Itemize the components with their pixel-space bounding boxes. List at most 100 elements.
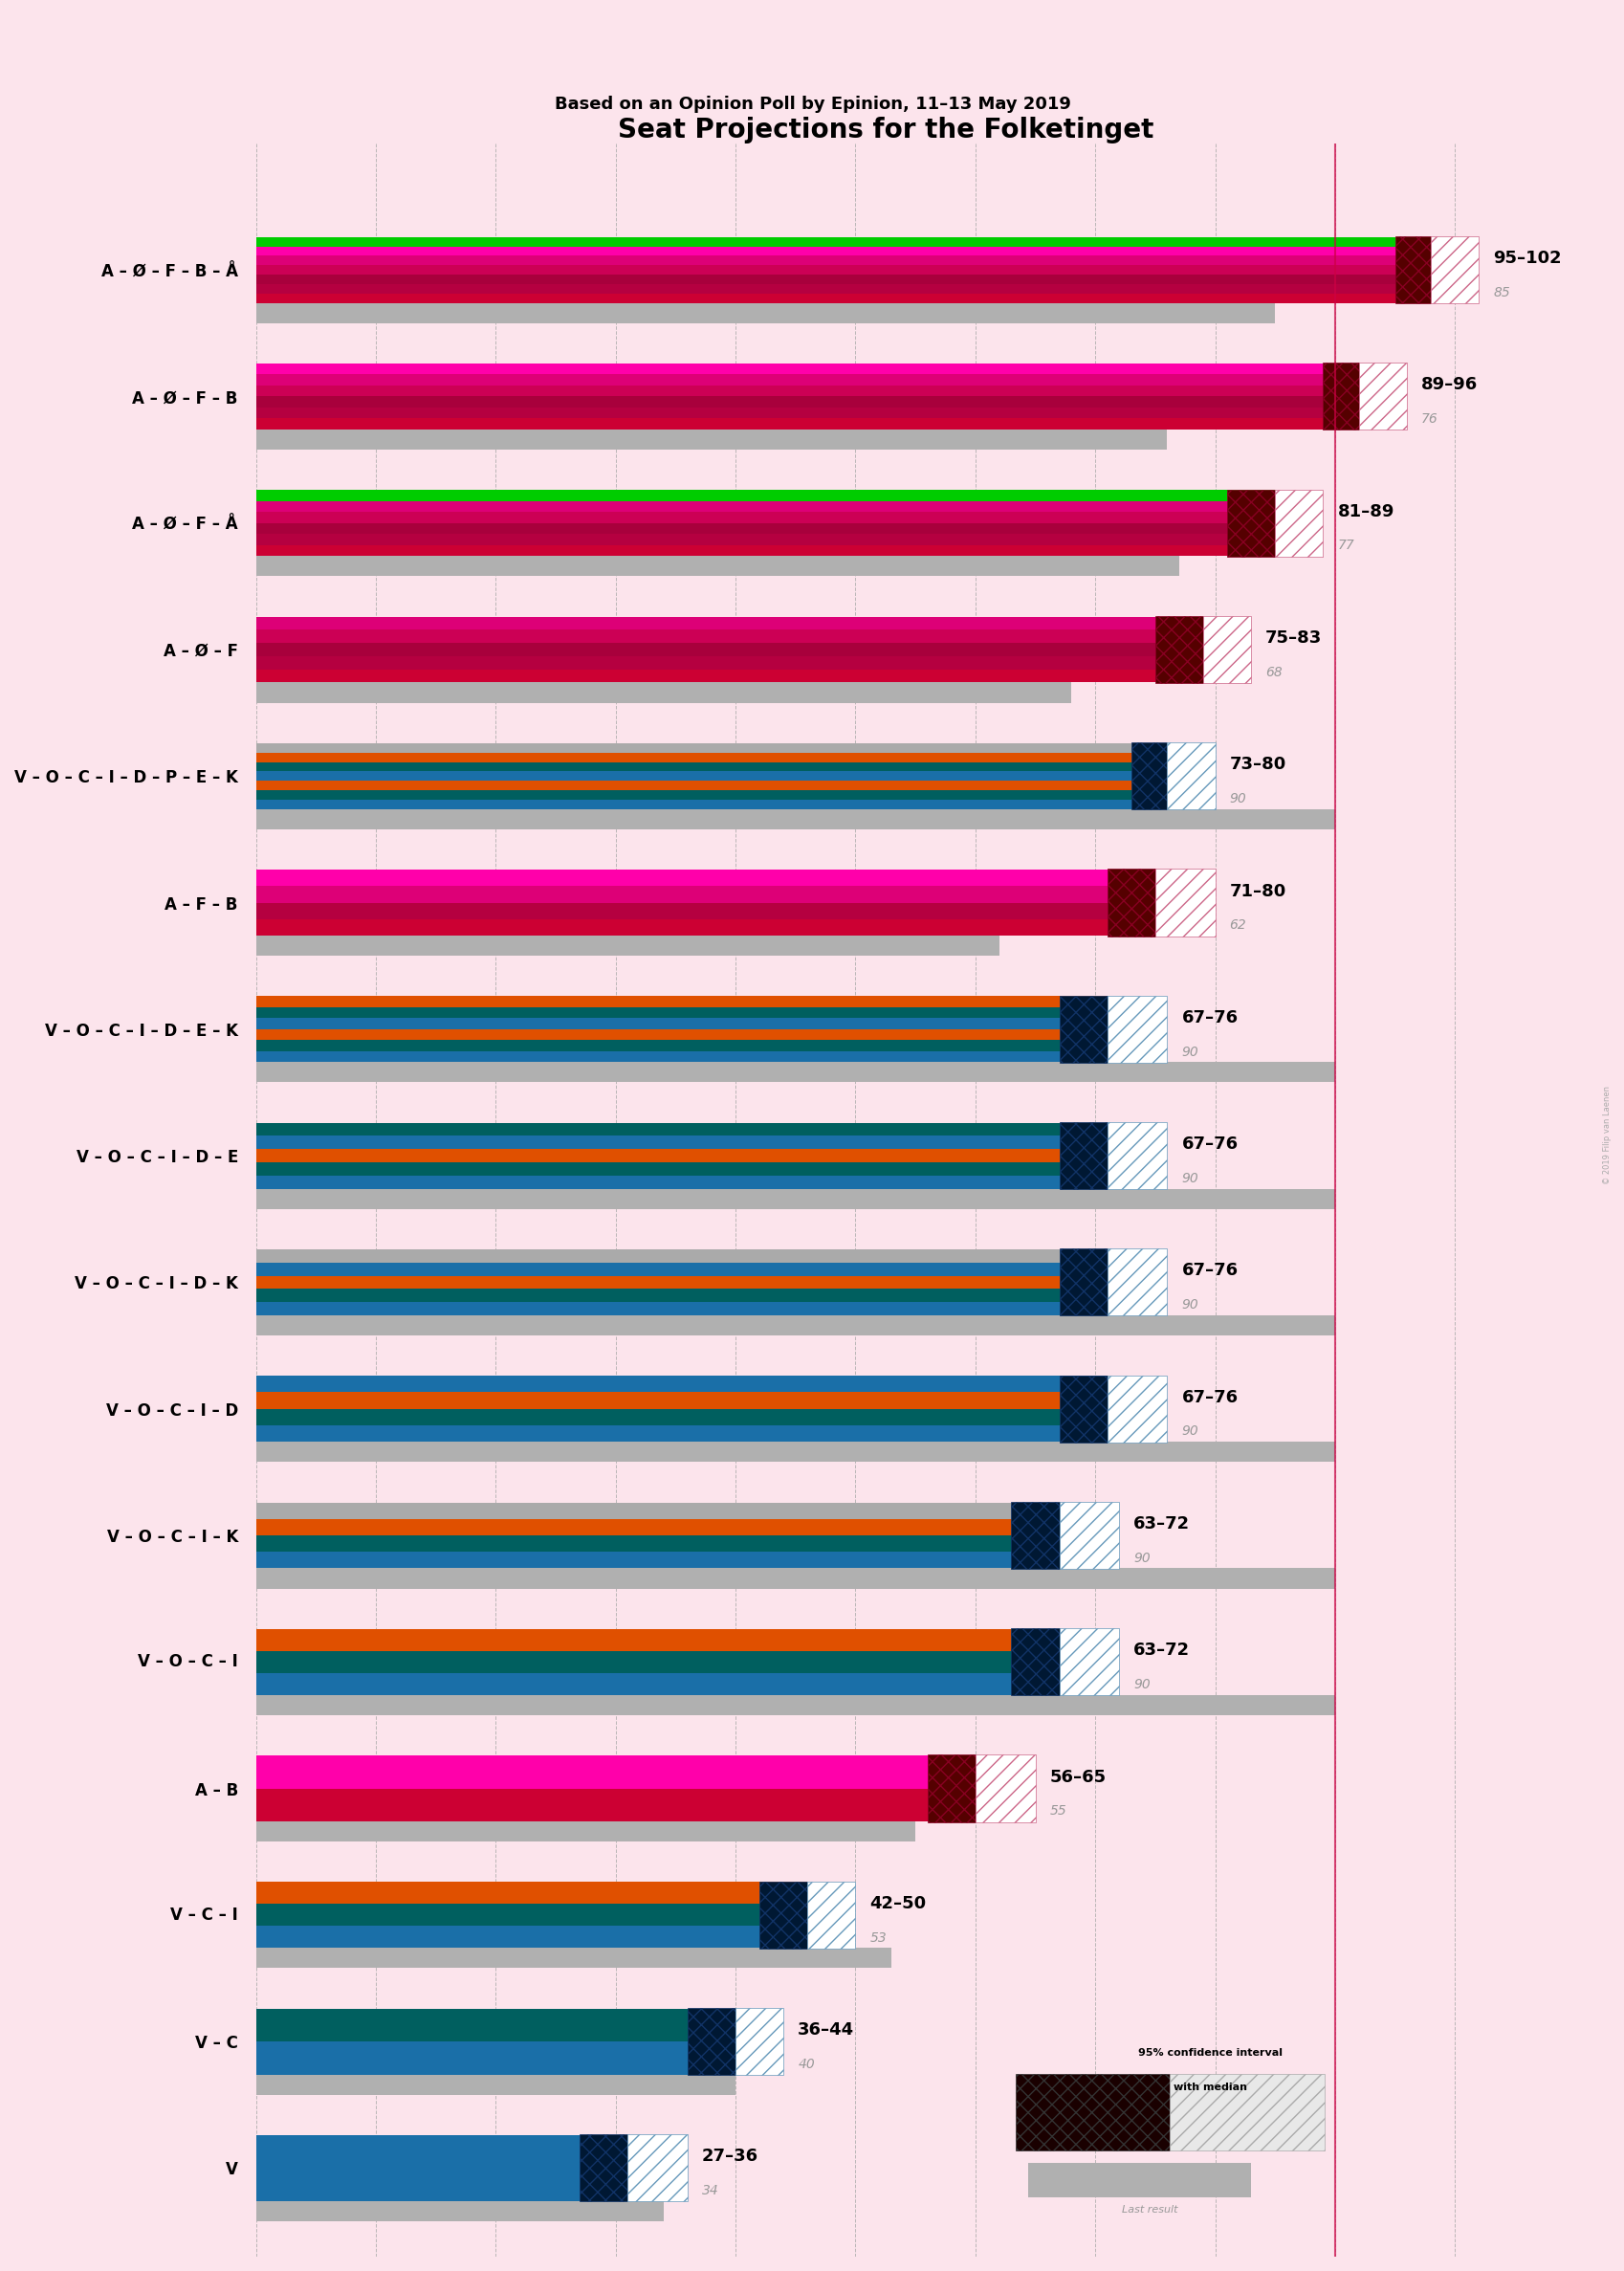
Bar — [257, 302, 1275, 322]
Bar — [257, 2008, 736, 2042]
Bar — [257, 375, 1358, 386]
Text: 67–76: 67–76 — [1181, 1136, 1237, 1154]
Text: 53: 53 — [869, 1930, 887, 1944]
Bar — [257, 629, 1202, 643]
Bar — [257, 752, 1166, 763]
Bar — [1155, 615, 1202, 684]
Bar — [257, 781, 1166, 790]
Bar — [974, 1755, 1034, 1821]
Bar — [627, 2135, 687, 2201]
Bar — [257, 1551, 1059, 1569]
Bar — [257, 936, 999, 956]
Bar — [257, 772, 1166, 781]
Bar — [257, 1263, 1106, 1276]
Text: 95% confidence interval: 95% confidence interval — [1138, 2048, 1281, 2058]
Bar — [257, 1408, 1106, 1426]
Bar — [257, 1290, 1106, 1301]
Text: 85: 85 — [1492, 286, 1509, 300]
Bar — [1166, 743, 1215, 811]
Bar — [257, 886, 1155, 902]
Text: 90: 90 — [1181, 1299, 1199, 1313]
Bar — [257, 386, 1358, 397]
Bar — [1059, 1122, 1106, 1190]
Bar — [257, 1276, 1106, 1290]
Bar — [257, 902, 1155, 920]
Bar — [257, 1535, 1059, 1551]
Bar — [257, 681, 1070, 702]
Title: Seat Projections for the Folketinget: Seat Projections for the Folketinget — [617, 116, 1153, 143]
Text: 36–44: 36–44 — [797, 2021, 854, 2039]
Text: 90: 90 — [1181, 1424, 1199, 1438]
Bar — [257, 1051, 1106, 1063]
Bar — [257, 397, 1358, 407]
Bar — [257, 545, 1275, 556]
Bar — [257, 1029, 1106, 1040]
Text: 27–36: 27–36 — [702, 2148, 758, 2164]
Bar — [257, 522, 1275, 534]
Text: 71–80: 71–80 — [1229, 883, 1286, 899]
Bar — [1155, 870, 1215, 936]
Bar — [1202, 615, 1250, 684]
Bar — [257, 997, 1106, 1008]
Bar — [257, 418, 1358, 429]
Bar — [1010, 1628, 1059, 1696]
Bar — [1059, 1501, 1119, 1569]
Bar — [257, 763, 1166, 772]
Text: 90: 90 — [1181, 1172, 1199, 1185]
Bar — [257, 1188, 1335, 1208]
Bar — [257, 502, 1275, 511]
Text: 63–72: 63–72 — [1134, 1642, 1189, 1660]
Bar — [257, 1694, 1335, 1715]
Bar — [257, 2201, 663, 2221]
Bar — [257, 870, 1155, 886]
Bar — [1431, 236, 1478, 304]
Bar — [257, 618, 1202, 629]
Text: © 2019 Filip van Laenen: © 2019 Filip van Laenen — [1603, 1086, 1611, 1185]
Text: V – C – I: V – C – I — [171, 1905, 237, 1924]
Bar — [257, 363, 1358, 375]
Bar — [257, 1755, 974, 1790]
Bar — [257, 1674, 1059, 1694]
Bar — [257, 2135, 627, 2201]
Bar — [1010, 1501, 1059, 1569]
Text: 76: 76 — [1421, 413, 1437, 427]
Bar — [1130, 743, 1166, 811]
Bar — [257, 1149, 1106, 1163]
Text: 55: 55 — [1049, 1805, 1065, 1817]
Bar — [257, 266, 1431, 275]
Text: 90: 90 — [1229, 793, 1246, 806]
Text: 63–72: 63–72 — [1134, 1515, 1189, 1533]
Bar — [257, 1163, 1106, 1176]
Bar — [257, 920, 1155, 936]
Text: 77: 77 — [1337, 538, 1354, 552]
Bar — [257, 1392, 1106, 1408]
Bar — [1322, 363, 1358, 429]
Bar — [257, 656, 1202, 670]
Text: 67–76: 67–76 — [1181, 1263, 1237, 1279]
Bar — [1106, 995, 1166, 1063]
Bar — [257, 643, 1202, 656]
Text: V – O – C – I: V – O – C – I — [138, 1653, 237, 1671]
Bar — [1106, 1376, 1166, 1442]
Bar — [257, 1651, 1059, 1674]
Bar — [257, 1949, 892, 1969]
Text: with median: with median — [1173, 2083, 1247, 2092]
Bar — [1169, 2073, 1324, 2151]
Bar — [257, 275, 1431, 284]
Text: 73–80: 73–80 — [1229, 756, 1286, 774]
Bar — [257, 236, 1431, 245]
Bar — [257, 670, 1202, 681]
Bar — [807, 1880, 854, 1949]
Bar — [257, 511, 1275, 522]
Bar — [257, 245, 1431, 257]
Bar — [257, 534, 1275, 545]
Bar — [257, 1442, 1335, 1463]
Bar — [257, 743, 1166, 752]
Bar — [257, 1040, 1106, 1051]
Bar — [257, 1301, 1106, 1315]
Bar — [580, 2135, 627, 2201]
Bar — [257, 1903, 807, 1926]
Text: Last result: Last result — [1121, 2205, 1177, 2214]
Text: 67–76: 67–76 — [1181, 1390, 1237, 1406]
Bar — [257, 799, 1166, 808]
